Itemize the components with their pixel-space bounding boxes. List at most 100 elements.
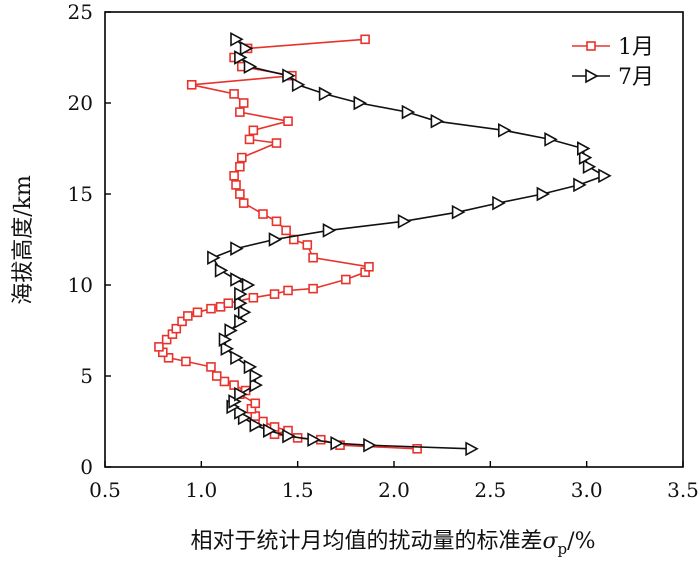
series-2-point <box>241 277 256 293</box>
x-tick-label: 2.0 <box>378 478 410 502</box>
series-1-point <box>163 352 174 363</box>
series-1-point <box>229 171 239 181</box>
series-2-point <box>451 204 466 220</box>
y-tick-label: 0 <box>80 455 93 479</box>
series-2-point <box>234 314 248 329</box>
series-1-point <box>229 380 239 390</box>
series-1-point <box>308 252 318 263</box>
series-2-point <box>465 441 479 457</box>
series-1-point <box>248 292 259 303</box>
series-1-point <box>206 362 216 372</box>
series-2-point <box>282 68 296 84</box>
legend-marker <box>585 68 599 84</box>
series-2-point <box>322 223 337 238</box>
series-1-point <box>236 152 247 163</box>
series-2-point <box>249 377 263 393</box>
series-1-point <box>341 274 351 285</box>
series-2-point <box>430 113 445 129</box>
x-tick-label: 3.5 <box>667 478 699 502</box>
series-1-point <box>206 303 216 314</box>
series-1-point <box>161 334 172 345</box>
series-1-point <box>223 298 234 309</box>
x-tick-label: 1.0 <box>185 478 217 502</box>
series-1-point <box>250 398 261 409</box>
series-1 <box>154 34 422 454</box>
x-tick-label: 3.0 <box>571 478 603 502</box>
series-1-point <box>219 376 230 387</box>
series-2-point <box>573 177 587 193</box>
series-1-point <box>231 180 241 190</box>
series-2-point <box>291 77 306 93</box>
series-1-point <box>308 283 318 294</box>
series-2-point <box>307 432 321 448</box>
series-2-point <box>230 272 244 287</box>
series-2-point <box>401 104 416 120</box>
series-1-point <box>235 107 245 117</box>
series-2-point <box>249 417 263 433</box>
series-1-line <box>157 38 418 450</box>
series-1-point <box>235 161 245 172</box>
series-1-point <box>238 198 249 208</box>
series-2-point <box>234 286 248 302</box>
series-2-point <box>578 150 593 165</box>
series-1-point <box>235 189 245 199</box>
series-2-point <box>582 159 597 175</box>
series-1-point <box>229 89 239 99</box>
x-axis-title-main: 相对于统计月均值的扰动量的标准差 <box>191 529 543 554</box>
legend-label: 7月 <box>618 65 654 90</box>
series-2-point <box>492 195 506 211</box>
series-2-point <box>353 95 367 111</box>
series-1-point <box>412 443 422 454</box>
series-1-point <box>248 125 259 136</box>
series-2-point <box>207 250 221 266</box>
series-1-point <box>302 240 313 250</box>
series-1-point <box>183 311 193 321</box>
series-1-point <box>244 134 255 145</box>
series-1-point <box>258 209 268 219</box>
x-tick-label: 1.5 <box>282 478 314 502</box>
series-1-point <box>177 316 187 327</box>
legend-marker <box>586 41 596 51</box>
series-2-point <box>330 435 344 451</box>
series-2-point <box>237 304 252 320</box>
series-layer <box>154 31 612 457</box>
series-2-point <box>536 186 551 202</box>
y-tick-label: 20 <box>68 91 93 115</box>
series-2-point <box>249 368 263 384</box>
series-2-point <box>230 350 244 366</box>
series-1-point <box>271 216 282 227</box>
x-tick-label: 0.5 <box>89 478 121 502</box>
series-1-point <box>283 285 293 296</box>
series-2-point <box>268 232 283 247</box>
y-tick-label: 25 <box>68 0 93 24</box>
series-1-point <box>271 138 282 148</box>
y-tick-label: 10 <box>68 273 93 297</box>
x-axis-title: 相对于统计月均值的扰动量的标准差σp/% <box>191 529 596 558</box>
series-2-point <box>544 132 558 147</box>
series-1-point <box>192 307 203 318</box>
series-2-point <box>363 437 377 453</box>
series-1-point <box>269 289 280 299</box>
series-2-point <box>318 86 333 102</box>
series-2 <box>207 31 612 457</box>
series-2-point <box>576 141 591 156</box>
series-1-point <box>181 356 191 367</box>
x-tick-label: 2.5 <box>474 478 506 502</box>
series-2-point <box>282 428 296 444</box>
series-2-point <box>234 405 248 420</box>
series-2-point <box>214 263 229 278</box>
series-2-point <box>230 241 244 256</box>
y-tick-label: 15 <box>68 182 93 206</box>
series-2-point <box>224 323 238 338</box>
series-1-point <box>186 80 197 90</box>
series-2-point <box>234 295 248 311</box>
series-2-point <box>243 359 258 375</box>
series-1-point <box>258 416 268 427</box>
series-1-point <box>364 261 374 272</box>
series-2-point <box>230 31 244 47</box>
series-2-point <box>497 122 512 138</box>
series-2-point <box>239 41 254 56</box>
